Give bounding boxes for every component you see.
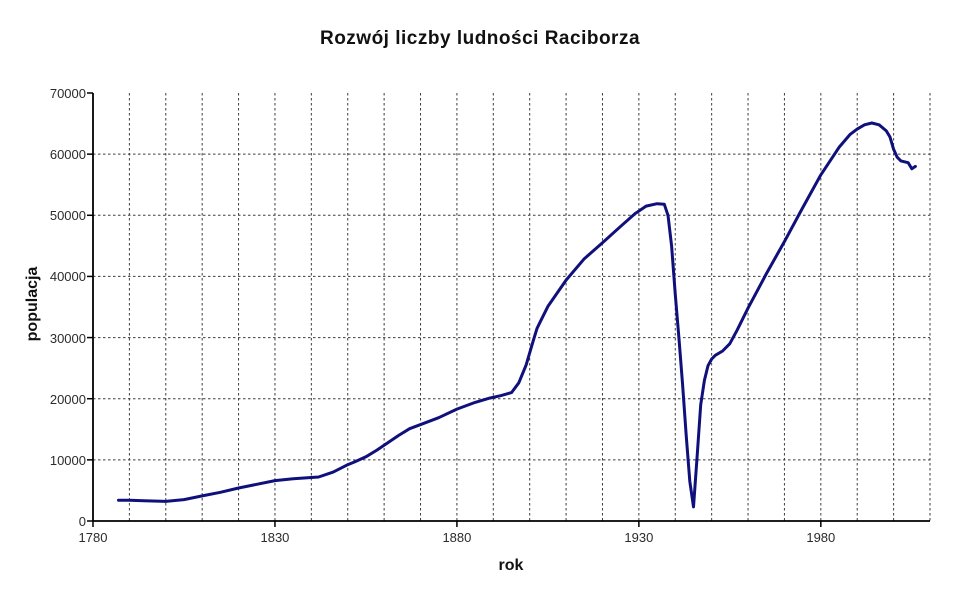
- chart-title: Rozwój liczby ludności Raciborza: [319, 28, 641, 49]
- x-tick-label: 1880: [442, 530, 472, 545]
- population-line: [117, 121, 917, 509]
- x-tick-label: 1830: [260, 530, 290, 545]
- y-tick-label: 20000: [49, 391, 86, 407]
- x-axis-title: rok: [498, 557, 524, 574]
- y-tick-label: 60000: [49, 147, 86, 163]
- y-tick-label: 10000: [49, 452, 86, 468]
- y-tick-label: 70000: [49, 86, 86, 101]
- x-tick-label: 1980: [806, 530, 836, 545]
- y-tick-label: 30000: [49, 330, 86, 346]
- y-tick-label: 40000: [49, 269, 86, 285]
- x-tick-label: 1780: [78, 530, 108, 545]
- y-tick-label: 0: [78, 514, 86, 529]
- y-tick-label: 50000: [49, 208, 86, 224]
- x-tick-label: 1930: [624, 530, 654, 545]
